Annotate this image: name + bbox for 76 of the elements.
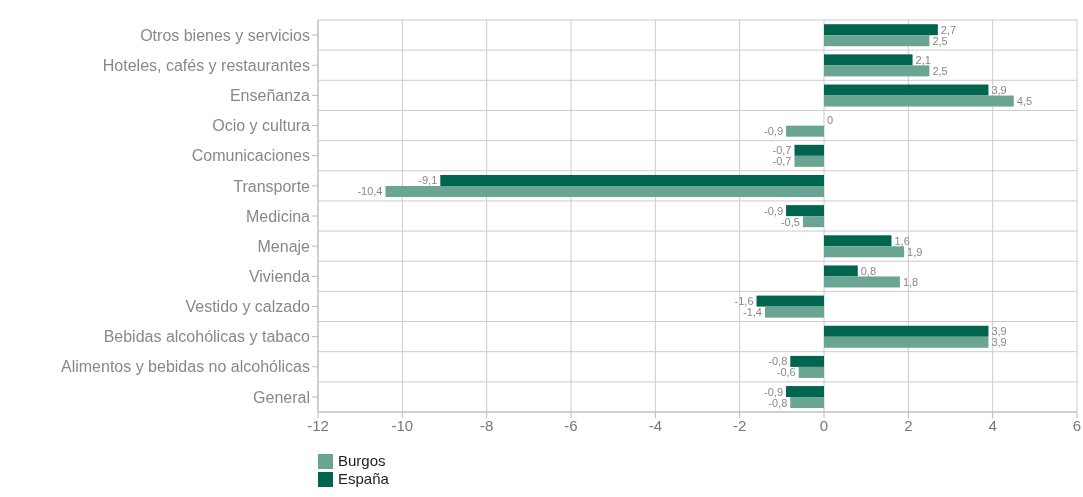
y-tick-label: Alimentos y bebidas no alcohólicas <box>60 358 310 376</box>
x-tick-label: -12 <box>307 416 329 434</box>
bar <box>824 336 989 348</box>
data-label: 0 <box>827 114 834 127</box>
y-tick-label: Hoteles, cafés y restaurantes <box>102 56 310 74</box>
bar <box>824 35 930 47</box>
bar <box>786 205 824 217</box>
data-label: -0,9 <box>764 385 784 398</box>
bar <box>794 155 824 167</box>
y-tick-label: Transporte <box>233 177 311 195</box>
bar <box>824 235 892 247</box>
data-label: 0,8 <box>860 264 877 277</box>
legend-label: Burgos <box>338 452 386 470</box>
bar <box>824 24 938 36</box>
data-label: -0,5 <box>780 215 800 228</box>
bar <box>824 54 913 66</box>
data-label: -0,8 <box>768 355 788 368</box>
bar <box>385 185 824 197</box>
bar <box>824 84 989 96</box>
bar <box>756 295 824 307</box>
bar <box>824 246 905 258</box>
y-tick-label: Vivienda <box>248 267 311 285</box>
data-label: 1,6 <box>894 234 910 247</box>
x-tick-label: -2 <box>732 416 747 434</box>
bar <box>824 265 858 277</box>
y-tick-label: Medicina <box>245 207 311 225</box>
data-label: -1,4 <box>743 306 762 319</box>
bar <box>824 95 1014 107</box>
data-label: -10,4 <box>357 185 383 198</box>
data-label: -0,7 <box>772 144 792 157</box>
bar <box>824 325 989 337</box>
y-tick-label: Enseñanza <box>229 87 311 105</box>
bar <box>764 306 824 318</box>
legend-label: España <box>338 470 389 488</box>
data-label: -0,9 <box>764 204 784 217</box>
bar <box>824 65 930 77</box>
data-label: 4,5 <box>1016 95 1033 108</box>
data-label: 2,5 <box>932 64 948 77</box>
bar <box>802 216 824 228</box>
data-label: 2,5 <box>932 34 948 47</box>
data-label: -9,1 <box>418 174 438 187</box>
bar <box>798 366 824 378</box>
data-label: 3,9 <box>991 325 1007 338</box>
data-label: -0,6 <box>776 366 796 379</box>
data-label: 1,9 <box>907 245 923 258</box>
y-tick-label: Menaje <box>257 237 311 255</box>
data-label: 3,9 <box>991 336 1007 349</box>
data-label: -0,8 <box>768 396 788 409</box>
data-label: -0,9 <box>764 125 784 138</box>
bar <box>790 397 824 409</box>
y-tick-label: Ocio y cultura <box>212 117 311 135</box>
bar <box>824 276 900 288</box>
x-tick-label: 2 <box>904 416 913 434</box>
x-tick-label: -8 <box>479 416 494 434</box>
y-tick-label: General <box>253 388 310 406</box>
bar <box>794 144 824 156</box>
bar <box>786 386 824 398</box>
data-label: 2,1 <box>915 53 931 66</box>
x-tick-label: -6 <box>564 416 578 434</box>
bar <box>440 174 824 186</box>
data-label: -1,6 <box>734 295 754 308</box>
x-tick-label: 0 <box>819 416 829 434</box>
x-tick-label: -10 <box>391 416 414 434</box>
x-tick-label: 4 <box>988 416 997 434</box>
y-tick-label: Bebidas alcohólicas y tabaco <box>103 328 311 346</box>
bar <box>790 355 824 367</box>
bar <box>786 125 824 137</box>
x-tick-label: 6 <box>1072 416 1082 434</box>
y-tick-label: Comunicaciones <box>191 147 310 165</box>
data-label: 2,7 <box>940 23 957 36</box>
y-tick-label: Vestido y calzado <box>185 298 311 316</box>
x-tick-label: -4 <box>648 416 663 434</box>
data-label: 3,9 <box>991 84 1007 97</box>
y-tick-label: Otros bienes y servicios <box>140 26 310 44</box>
data-label: -0,7 <box>772 155 792 168</box>
data-label: 1,8 <box>902 275 919 288</box>
